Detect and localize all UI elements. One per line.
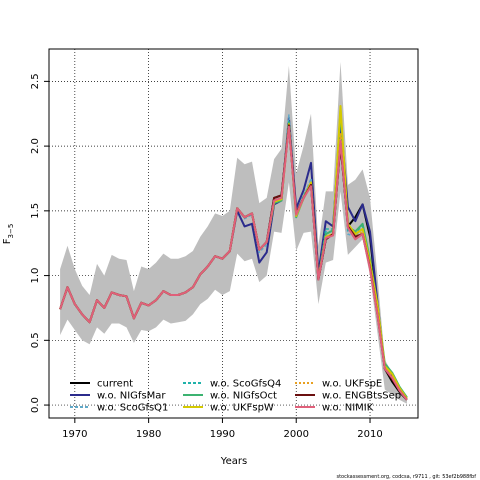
y-tick-label: 0.0 [30,397,41,413]
x-tick-label: 1980 [136,429,161,440]
legend-label-w-o-scogfsq4: w.o. ScoGfsQ4 [210,379,281,390]
plot-frame [48,48,419,419]
y-axis-label-sub: 3−5 [7,224,15,239]
y-tick-label: 2.0 [30,138,41,154]
legend-label-w-o-nigfsoct: w.o. NIGfsOct [210,391,277,402]
legend-label-w-o-nimik: w.o. NIMIK [322,403,374,414]
legend-label-current: current [97,379,133,390]
series-layer [59,105,408,401]
x-tick-label: 1990 [210,429,235,440]
legend-label-w-o-engbtssep: w.o. ENGBtsSep [322,391,401,402]
y-tick-label: 1.0 [30,268,41,284]
legend-label-w-o-scogfsq1: w.o. ScoGfsQ1 [97,403,168,414]
y-tick-label: 1.5 [30,203,41,219]
x-axis: 1970 1980 1990 2000 2010 [62,418,383,440]
x-axis-label: Years [220,456,247,467]
x-tick-label: 1970 [62,429,87,440]
y-axis: 0.0 0.5 1.0 1.5 2.0 2.5 [30,73,49,413]
series-line-w-o-nimik [59,125,408,401]
y-axis-label: F3−5 [2,224,15,245]
footer-text: stockassessment.org, codcsa, r9711 , git… [336,474,476,480]
legend-label-w-o-ukfspe: w.o. UKFspE [322,379,382,390]
y-tick-label: 2.5 [30,73,41,89]
y-axis-label-main: F [2,238,13,244]
x-tick-label: 2000 [284,429,309,440]
legend-label-w-o-nigfsmar: w.o. NIGfsMar [97,391,166,402]
legend-label-w-o-ukfspw: w.o. UKFspW [210,403,274,414]
y-tick-label: 0.5 [30,332,41,348]
x-tick-label: 2010 [357,429,382,440]
